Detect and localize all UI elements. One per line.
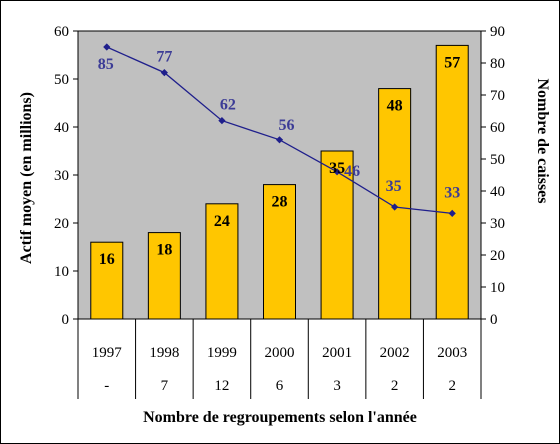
line-value-label: 85: [98, 56, 114, 73]
bar-value-label: 24: [214, 213, 230, 230]
left-axis-tick-label: 30: [54, 168, 69, 184]
left-axis-tick-label: 50: [54, 72, 69, 88]
regroupement-count: -: [104, 378, 109, 394]
line-point: [275, 136, 284, 144]
right-axis-tick-label: 20: [490, 248, 505, 264]
line-value-label: 46: [344, 163, 360, 180]
bar-value-label: 48: [387, 98, 403, 115]
regroupement-count: 2: [448, 378, 456, 394]
category-label: 2001: [322, 345, 352, 361]
left-axis-tick-label: 60: [54, 24, 69, 40]
right-axis-tick-label: 70: [490, 88, 505, 104]
right-axis-tick-label: 0: [490, 312, 498, 328]
regroupement-count: 7: [161, 378, 169, 394]
bar-value-label: 57: [444, 54, 460, 71]
line-point: [103, 43, 111, 51]
category-label: 2003: [437, 345, 467, 361]
bar: [435, 44, 469, 320]
bar-value-label: 16: [99, 251, 115, 268]
right-axis-tick-label: 40: [490, 184, 505, 200]
left-axis-tick-label: 10: [54, 264, 69, 280]
line-value-label: 35: [386, 178, 402, 195]
regroupement-count: 12: [214, 378, 229, 394]
line-point: [391, 203, 399, 211]
line-point: [160, 69, 168, 77]
bar: [90, 241, 124, 320]
left-axis-tick-label: 40: [54, 120, 69, 136]
bar: [205, 203, 239, 320]
line-value-label: 33: [444, 184, 460, 201]
right-axis-tick-label: 80: [490, 56, 505, 72]
bar-value-label: 35: [329, 160, 345, 177]
regroupement-count: 6: [276, 378, 284, 394]
line-point: [218, 117, 226, 125]
line-value-label: 56: [279, 117, 295, 134]
bar: [263, 184, 296, 320]
bar: [147, 232, 181, 320]
regroupement-count: 3: [333, 378, 341, 394]
category-label: 1999: [207, 345, 237, 361]
line-value-label: 77: [156, 49, 172, 66]
right-axis-tick-label: 60: [490, 120, 505, 136]
line-value-label: 62: [220, 97, 236, 114]
bar-value-label: 28: [272, 194, 288, 211]
right-axis-tick-label: 50: [490, 152, 505, 168]
right-axis-tick-label: 30: [490, 216, 505, 232]
left-axis-tick-label: 20: [54, 216, 69, 232]
right-axis-tick-label: 10: [490, 280, 505, 296]
left-axis-title: Actif moyen (en millions): [18, 92, 35, 264]
category-label: 2002: [380, 345, 410, 361]
line-point: [333, 168, 341, 176]
category-label: 1997: [92, 345, 123, 361]
line-point: [448, 209, 456, 217]
x-axis-title: Nombre de regroupements selon l'année: [143, 409, 417, 426]
left-axis-tick-label: 0: [62, 312, 70, 328]
right-axis-tick-label: 90: [490, 24, 505, 40]
regroupement-count: 2: [391, 378, 399, 394]
category-label: 2000: [265, 345, 295, 361]
bar-value-label: 18: [156, 242, 172, 259]
right-axis-title: Nombre de caisses: [534, 78, 551, 203]
category-label: 1998: [149, 345, 179, 361]
